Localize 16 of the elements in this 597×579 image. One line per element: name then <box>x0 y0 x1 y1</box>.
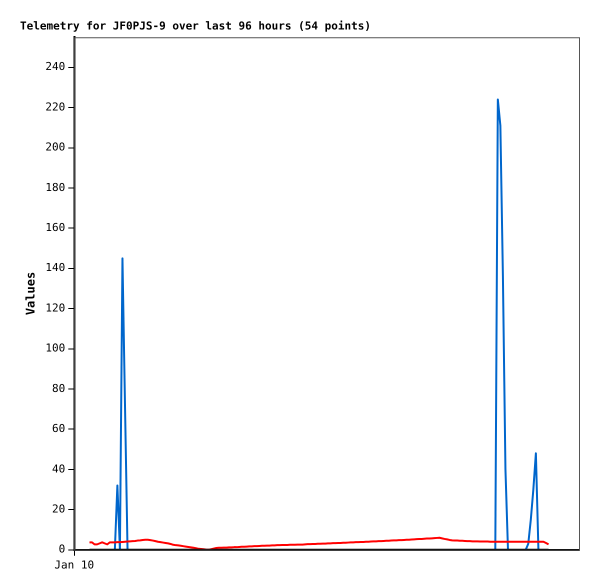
y-tick-label: 20 <box>52 502 66 516</box>
y-tick-label: 120 <box>45 301 66 314</box>
x-tick-label: Jan 10 <box>54 558 94 572</box>
y-tick-label: 60 <box>52 422 66 436</box>
y-tick-label: 200 <box>45 140 66 154</box>
y-axis-title: Values <box>23 272 38 316</box>
y-tick-label: 100 <box>45 342 66 355</box>
y-tick-label: 160 <box>45 221 66 234</box>
y-tick-label: 40 <box>52 462 66 476</box>
y-tick-label: 180 <box>45 180 66 194</box>
y-tick-label: 0 <box>58 542 66 556</box>
y-tick-label: 240 <box>45 60 66 74</box>
y-tick-label: 220 <box>45 100 66 114</box>
y-tick-label: 140 <box>45 261 66 274</box>
chart-title: Telemetry for JF0PJS-9 over last 96 hours (54 points) <box>20 19 371 32</box>
y-tick-label: 80 <box>52 382 66 395</box>
